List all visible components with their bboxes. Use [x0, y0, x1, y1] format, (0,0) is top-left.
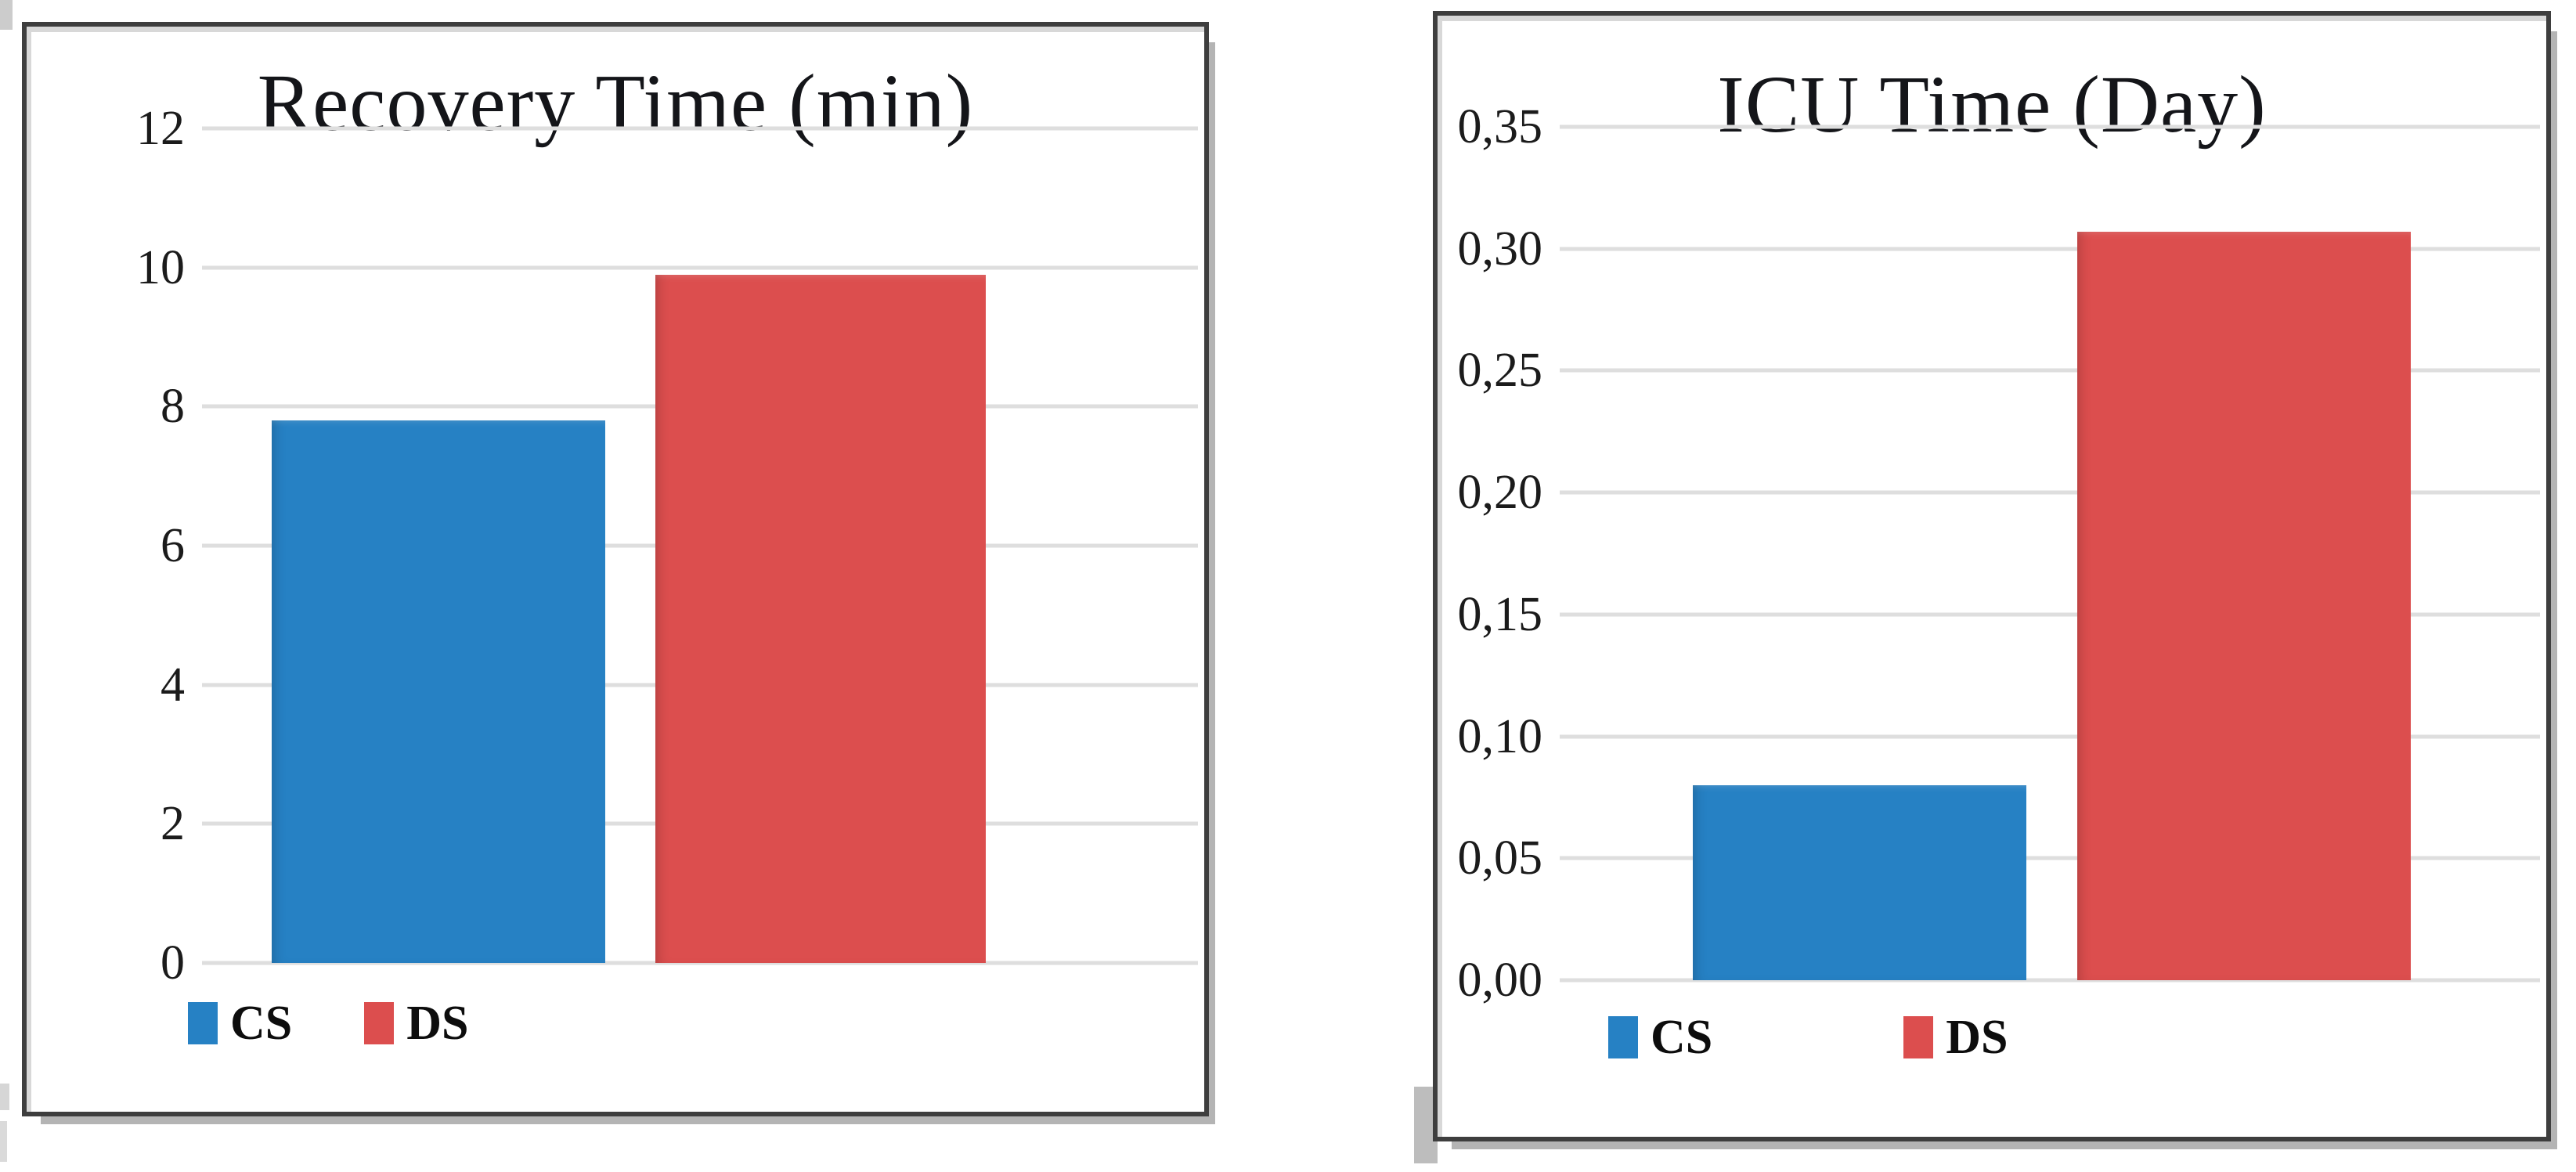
y-tick-label: 0,05	[1457, 831, 1543, 885]
gridline	[202, 961, 1198, 965]
legend-label-cs: CS	[230, 997, 293, 1050]
y-tick-label: 2	[161, 797, 185, 851]
y-tick-label: 0,00	[1457, 954, 1543, 1007]
legend: CS DS	[1608, 1013, 2008, 1062]
y-tick-label: 8	[161, 380, 185, 434]
legend-swatch-cs	[188, 1002, 218, 1044]
gridline	[1560, 978, 2540, 983]
gridline	[1560, 124, 2540, 129]
gridline	[1560, 490, 2540, 495]
bar-ds	[655, 274, 987, 963]
gridline	[202, 265, 1198, 270]
y-tick-label: 0	[161, 936, 185, 990]
legend-label-ds: DS	[406, 997, 469, 1050]
legend-item-ds: DS	[1903, 1013, 2008, 1062]
legend-label-ds: DS	[1946, 1011, 2008, 1064]
gridline	[202, 126, 1198, 131]
legend-item-cs: CS	[188, 999, 292, 1048]
bar-cs	[1693, 784, 2026, 980]
y-tick-label: 12	[136, 102, 185, 155]
legend-swatch-ds	[364, 1002, 395, 1044]
bar-cs	[272, 420, 606, 963]
legend-swatch-ds	[1903, 1016, 1934, 1058]
chart-title: ICU Time (Day)	[1717, 60, 2267, 150]
screenshot-artifact-top-left	[0, 0, 13, 30]
y-tick-label: 4	[161, 658, 185, 712]
y-tick-label: 0,25	[1457, 344, 1543, 398]
icu-time-chart: ICU Time (Day) 0,35 0,30 0,25 0,20 0,15 0,10 0…	[1433, 11, 2551, 1141]
legend-swatch-cs	[1608, 1016, 1638, 1058]
y-axis-tick-labels: 12 10 8 6 4 2 0	[27, 104, 202, 987]
gridline	[1560, 734, 2540, 739]
y-tick-label: 0,15	[1457, 587, 1543, 641]
gridline	[1560, 612, 2540, 617]
plot-area	[1560, 124, 2540, 983]
gridline	[1560, 247, 2540, 251]
y-tick-label: 6	[161, 519, 185, 572]
y-tick-label: 0,30	[1457, 222, 1543, 276]
bar-ds	[2077, 231, 2411, 980]
screenshot-artifact-left-edge-2	[0, 1121, 7, 1162]
legend-item-ds: DS	[364, 997, 469, 1050]
y-tick-label: 10	[136, 240, 185, 294]
y-tick-label: 0,20	[1457, 466, 1543, 520]
recovery-time-chart: Recovery Time (min) 12 10 8 6 4 2 0 CS DS	[22, 22, 1209, 1116]
plot-area	[202, 126, 1198, 965]
legend-label-cs: CS	[1651, 1011, 1713, 1064]
bars-group	[202, 128, 1198, 963]
legend: CS DS	[188, 999, 469, 1048]
gridline	[1560, 856, 2540, 860]
bars-group	[1560, 127, 2540, 980]
y-axis-tick-labels: 0,35 0,30 0,25 0,20 0,15 0,10 0,05 0,00	[1438, 103, 1560, 1004]
y-tick-label: 0,35	[1457, 100, 1543, 153]
y-tick-label: 0,10	[1457, 709, 1543, 763]
gridline	[1560, 368, 2540, 373]
legend-item-cs: CS	[1608, 1013, 1712, 1062]
screenshot-artifact-left-edge	[0, 1084, 9, 1110]
